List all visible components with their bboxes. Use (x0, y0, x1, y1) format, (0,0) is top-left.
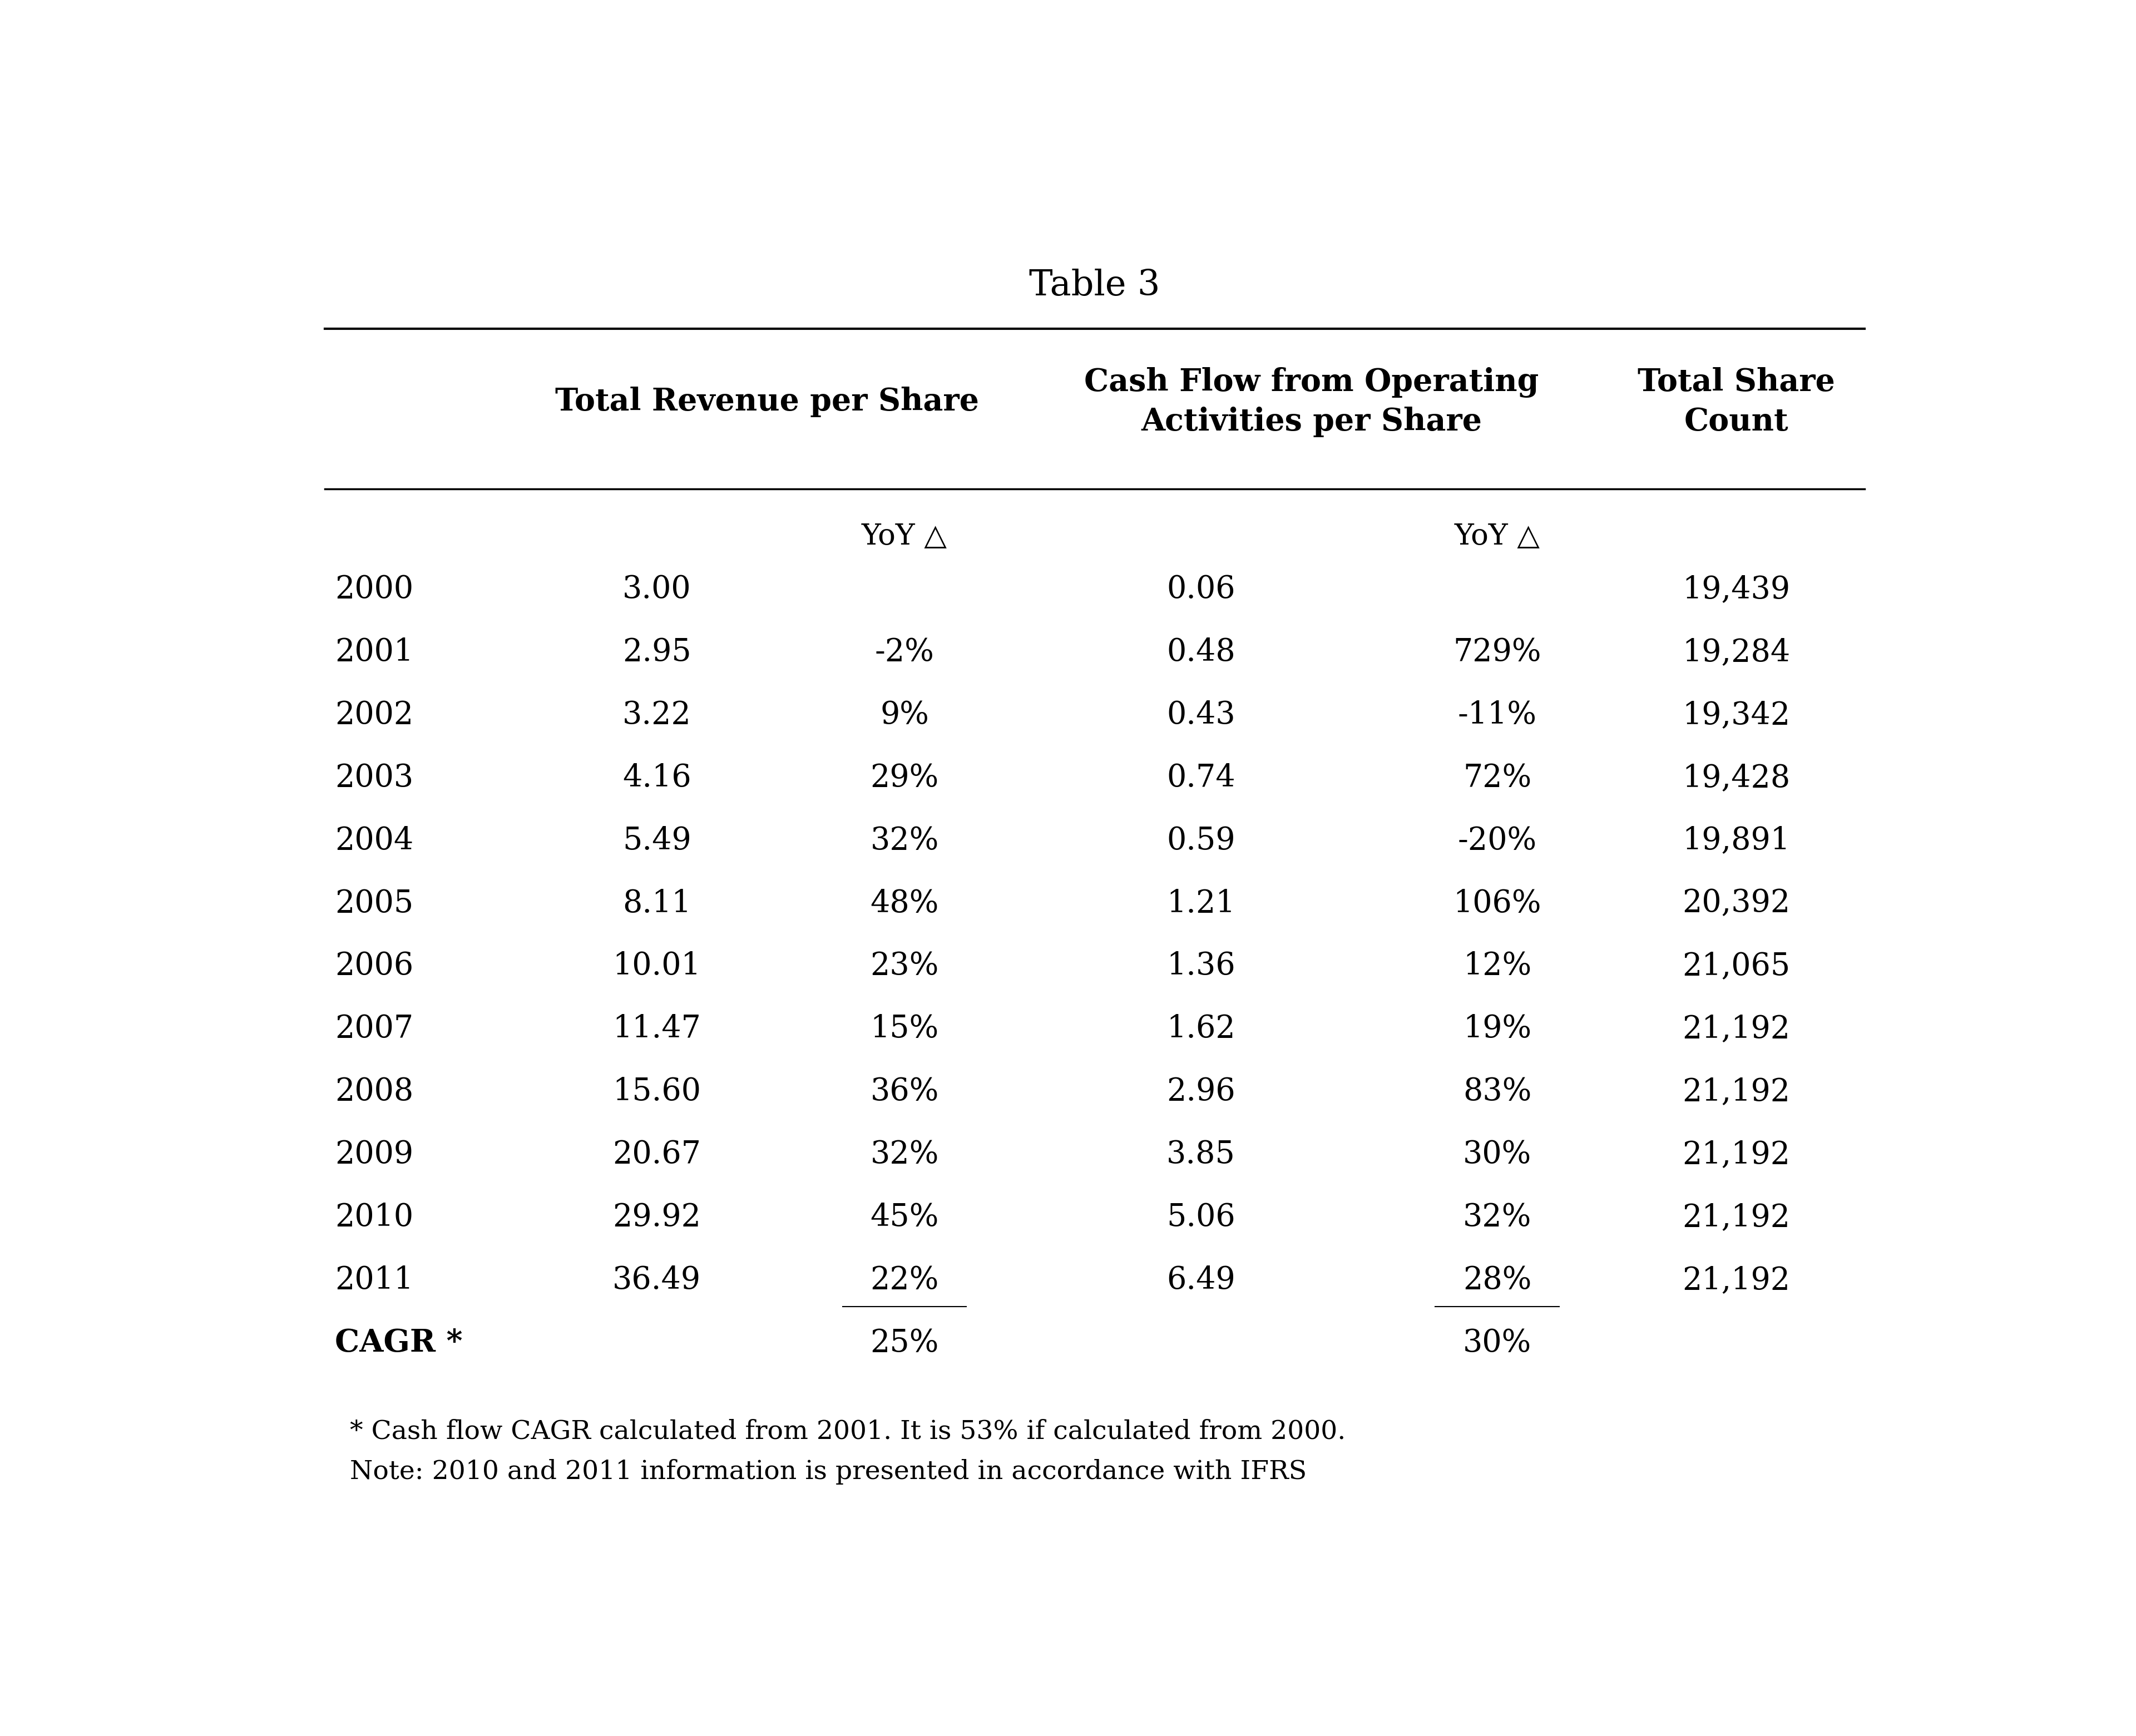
Text: 1.36: 1.36 (1166, 951, 1235, 981)
Text: 21,065: 21,065 (1683, 951, 1790, 981)
Text: 5.06: 5.06 (1166, 1203, 1235, 1233)
Text: CAGR *: CAGR * (335, 1328, 464, 1359)
Text: -2%: -2% (876, 637, 933, 667)
Text: 2010: 2010 (335, 1203, 414, 1233)
Text: YoY △: YoY △ (1455, 521, 1540, 550)
Text: 30%: 30% (1463, 1139, 1532, 1170)
Text: 21,192: 21,192 (1683, 1076, 1790, 1108)
Text: 28%: 28% (1463, 1266, 1532, 1295)
Text: -20%: -20% (1457, 825, 1536, 856)
Text: 72%: 72% (1463, 762, 1532, 793)
Text: 83%: 83% (1463, 1076, 1532, 1108)
Text: 106%: 106% (1452, 889, 1542, 918)
Text: 15%: 15% (869, 1014, 940, 1045)
Text: 2007: 2007 (335, 1014, 414, 1045)
Text: 4.16: 4.16 (622, 762, 692, 793)
Text: 21,192: 21,192 (1683, 1014, 1790, 1045)
Text: 36.49: 36.49 (613, 1266, 701, 1295)
Text: 3.22: 3.22 (622, 700, 692, 731)
Text: 25%: 25% (869, 1328, 940, 1358)
Text: 11.47: 11.47 (613, 1014, 701, 1045)
Text: 1.21: 1.21 (1166, 889, 1235, 918)
Text: 15.60: 15.60 (613, 1076, 701, 1108)
Text: 19,428: 19,428 (1683, 762, 1790, 793)
Text: 20,392: 20,392 (1683, 889, 1790, 918)
Text: * Cash flow CAGR calculated from 2001. It is 53% if calculated from 2000.: * Cash flow CAGR calculated from 2001. I… (350, 1418, 1346, 1444)
Text: Total Revenue per Share: Total Revenue per Share (555, 387, 978, 417)
Text: 19,342: 19,342 (1683, 700, 1790, 731)
Text: 729%: 729% (1452, 637, 1542, 667)
Text: 23%: 23% (869, 951, 940, 981)
Text: 2005: 2005 (335, 889, 414, 918)
Text: 29.92: 29.92 (613, 1203, 701, 1233)
Text: 32%: 32% (1463, 1203, 1532, 1233)
Text: 2004: 2004 (335, 825, 414, 856)
Text: 2011: 2011 (335, 1266, 414, 1295)
Text: 32%: 32% (869, 1139, 940, 1170)
Text: 2002: 2002 (335, 700, 414, 731)
Text: Total Share
Count: Total Share Count (1638, 368, 1835, 437)
Text: -11%: -11% (1457, 700, 1536, 731)
Text: 48%: 48% (869, 889, 940, 918)
Text: 9%: 9% (880, 700, 929, 731)
Text: 0.48: 0.48 (1166, 637, 1235, 667)
Text: 45%: 45% (869, 1203, 940, 1233)
Text: 3.00: 3.00 (622, 575, 692, 604)
Text: 0.06: 0.06 (1166, 575, 1235, 604)
Text: 8.11: 8.11 (622, 889, 692, 918)
Text: 0.59: 0.59 (1166, 825, 1235, 856)
Text: 2.96: 2.96 (1166, 1076, 1235, 1108)
Text: 30%: 30% (1463, 1328, 1532, 1358)
Text: 0.43: 0.43 (1166, 700, 1235, 731)
Text: YoY △: YoY △ (861, 521, 946, 550)
Text: 21,192: 21,192 (1683, 1139, 1790, 1170)
Text: 3.85: 3.85 (1166, 1139, 1235, 1170)
Text: 0.74: 0.74 (1166, 762, 1235, 793)
Text: 10.01: 10.01 (613, 951, 701, 981)
Text: 2.95: 2.95 (622, 637, 692, 667)
Text: 2003: 2003 (335, 762, 414, 793)
Text: 21,192: 21,192 (1683, 1266, 1790, 1295)
Text: 5.49: 5.49 (622, 825, 692, 856)
Text: Note: 2010 and 2011 information is presented in accordance with IFRS: Note: 2010 and 2011 information is prese… (350, 1458, 1307, 1484)
Text: 19,439: 19,439 (1683, 575, 1790, 604)
Text: 2006: 2006 (335, 951, 414, 981)
Text: 20.67: 20.67 (613, 1139, 701, 1170)
Text: Table 3: Table 3 (1030, 269, 1160, 302)
Text: 2000: 2000 (335, 575, 414, 604)
Text: 6.49: 6.49 (1166, 1266, 1235, 1295)
Text: 21,192: 21,192 (1683, 1203, 1790, 1233)
Text: 32%: 32% (869, 825, 940, 856)
Text: 19,284: 19,284 (1683, 637, 1790, 667)
Text: 12%: 12% (1463, 951, 1532, 981)
Text: 2001: 2001 (335, 637, 414, 667)
Text: 1.62: 1.62 (1166, 1014, 1235, 1045)
Text: 29%: 29% (869, 762, 940, 793)
Text: 19%: 19% (1463, 1014, 1532, 1045)
Text: 2009: 2009 (335, 1139, 414, 1170)
Text: 2008: 2008 (335, 1076, 414, 1108)
Text: 22%: 22% (869, 1266, 940, 1295)
Text: 36%: 36% (869, 1076, 940, 1108)
Text: 19,891: 19,891 (1683, 825, 1790, 856)
Text: Cash Flow from Operating
Activities per Share: Cash Flow from Operating Activities per … (1085, 368, 1538, 437)
